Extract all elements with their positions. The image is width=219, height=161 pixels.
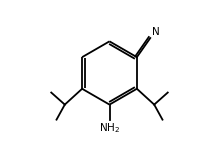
Text: N: N xyxy=(152,27,159,37)
Text: NH$_2$: NH$_2$ xyxy=(99,121,120,135)
